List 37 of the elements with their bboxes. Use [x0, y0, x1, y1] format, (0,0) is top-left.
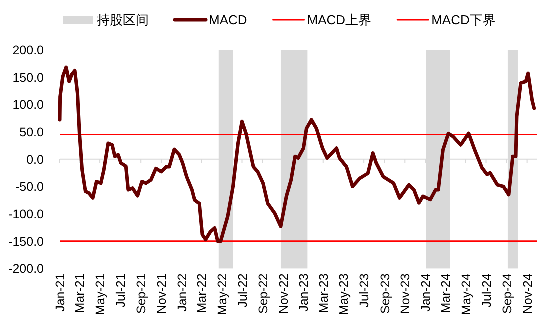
x-tick-label: Mar-22 — [195, 274, 210, 314]
legend-label: 持股区间 — [97, 12, 149, 28]
y-tick-label: 0.0 — [26, 152, 44, 167]
x-tick-label: Sep-24 — [500, 274, 514, 314]
legend-label: MACD下界 — [432, 12, 496, 28]
legend-label: MACD — [209, 12, 248, 28]
x-tick-label: Mar-24 — [439, 274, 454, 314]
x-tick-label: Jul-23 — [358, 274, 372, 308]
x-tick-label: May-23 — [337, 274, 352, 316]
y-tick-label: -100.0 — [8, 208, 44, 222]
y-tick-label: -50.0 — [16, 180, 44, 194]
x-tick-label: Nov-23 — [398, 274, 413, 314]
legend-label: MACD上界 — [307, 12, 372, 28]
y-tick-label: 150.0 — [12, 70, 44, 85]
x-tick-label: May-22 — [215, 274, 230, 316]
x-tick-label: Jul-22 — [236, 274, 250, 308]
x-tick-label: May-21 — [94, 274, 108, 316]
x-tick-label: Jan-21 — [54, 274, 68, 312]
y-tick-label: 200.0 — [12, 44, 44, 58]
x-tick-label: Mar-23 — [316, 274, 331, 314]
x-tick-label: Sep-23 — [378, 274, 392, 314]
x-tick-label: Sep-22 — [256, 274, 270, 314]
x-tick-label: Nov-24 — [520, 274, 535, 314]
y-tick-label: 50.0 — [20, 126, 44, 140]
x-tick-label: Mar-21 — [73, 274, 88, 314]
x-tick-label: Jan-23 — [297, 274, 312, 312]
x-tick-label: Sep-21 — [134, 274, 149, 314]
x-tick-label: Nov-22 — [276, 274, 291, 314]
y-tick-label: -150.0 — [8, 234, 44, 249]
x-tick-label: Jan-22 — [175, 274, 190, 312]
x-tick-label: Jul-21 — [114, 274, 128, 308]
x-tick-label: Nov-21 — [154, 274, 169, 314]
y-tick-label: -200.0 — [8, 262, 44, 276]
y-tick-label: 100.0 — [12, 98, 44, 112]
x-tick-label: May-24 — [459, 274, 474, 316]
x-tick-label: Jan-24 — [419, 274, 434, 312]
x-tick-label: Jul-24 — [480, 274, 494, 308]
